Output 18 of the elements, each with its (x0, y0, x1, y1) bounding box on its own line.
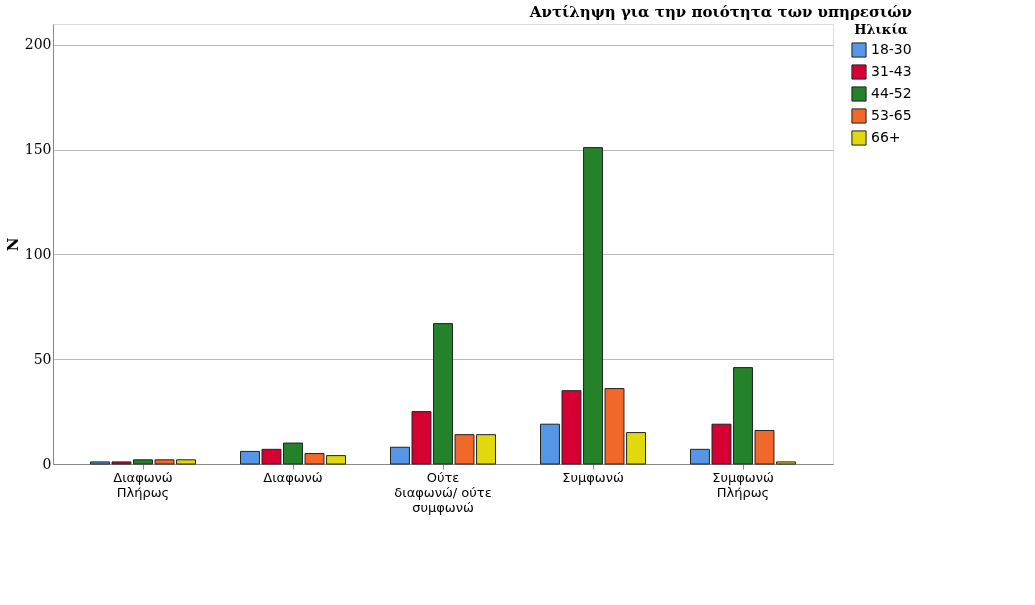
y-tick-label: 200 (24, 36, 52, 53)
x-tick-label: Συμφωνώ Πλήρως (712, 469, 774, 500)
y-tick-label: 0 (42, 455, 52, 472)
chart-title: Αντίληψη για την ποιότητα των υπηρεσιών (528, 3, 912, 21)
x-tick-label: Ούτε διαφωνώ/ ούτε συμφωνώ (394, 469, 492, 515)
x-tick-label: Διαφωνώ (263, 469, 323, 485)
legend-title: Ηλικία (854, 22, 908, 37)
x-tick-label: Διαφωνώ Πλήρως (113, 469, 173, 500)
y-axis-title: N (3, 237, 22, 252)
legend-label: 31-43 (871, 63, 912, 79)
legend-label: 18-30 (871, 41, 912, 57)
legend-label: 66+ (871, 129, 901, 145)
x-tick-label: Συμφωνώ (562, 469, 624, 485)
y-tick-label: 100 (24, 245, 52, 262)
legend-label: 44-52 (871, 85, 912, 101)
y-tick-label: 150 (24, 141, 52, 158)
y-tick-label: 50 (33, 350, 52, 367)
legend-label: 53-65 (871, 107, 912, 123)
